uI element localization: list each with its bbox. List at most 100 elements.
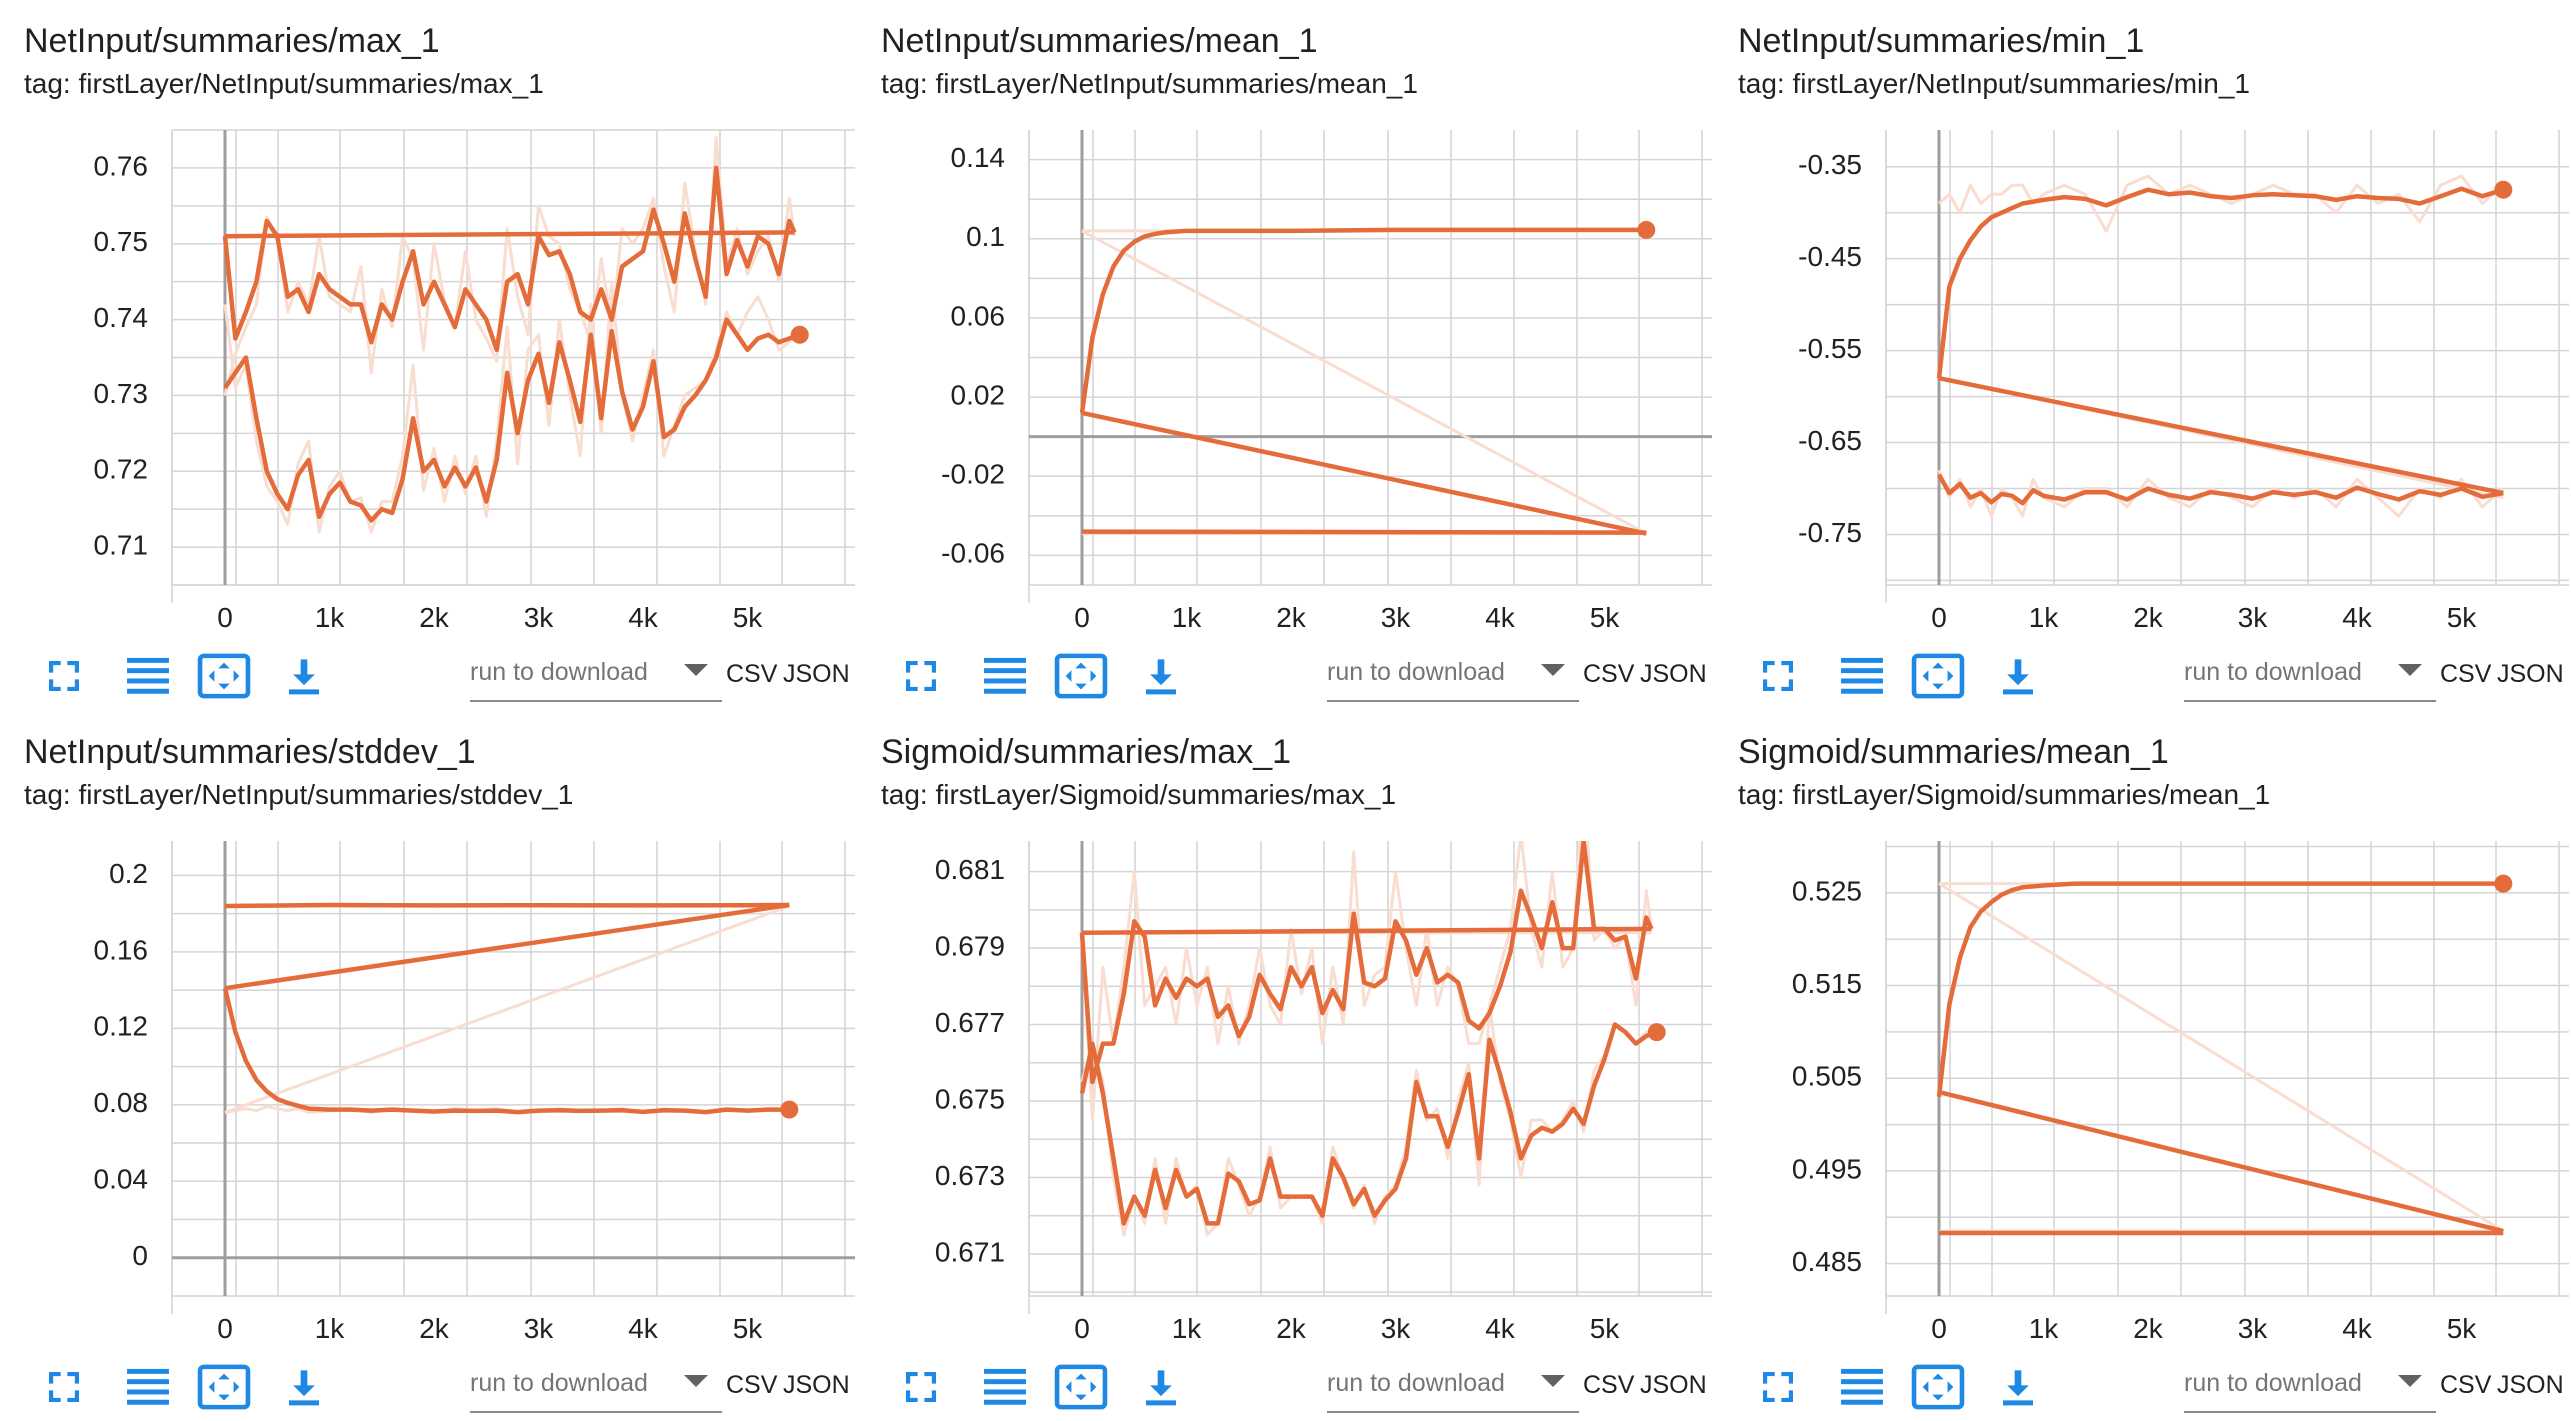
y-tick-label: -0.75: [1798, 517, 1862, 548]
card-toolbar: run to download CSV JSON: [857, 1351, 1714, 1421]
fit-domain-icon[interactable]: [1910, 1361, 1966, 1413]
line-chart[interactable]: 0.525 0.515 0.505 0.495 0.485 0 1k 2k 3k 4k 5k: [1714, 831, 2571, 1351]
fullscreen-icon[interactable]: [893, 1361, 949, 1413]
x-tick-label: 4k: [1485, 1313, 1516, 1344]
y-tick-label: 0.73: [94, 378, 149, 409]
line-chart[interactable]: 0.2 0.16 0.12 0.08 0.04 0 0 1k 2k 3k 4k 5k: [0, 831, 857, 1351]
download-json-link[interactable]: JSON: [1640, 660, 1707, 688]
card-tag: tag: firstLayer/Sigmoid/summaries/max_1: [881, 779, 1397, 810]
y-tick-label: 0.671: [935, 1236, 1005, 1267]
smoothed-series-line: [1938, 375, 2504, 496]
run-to-download-select[interactable]: run to download: [1327, 652, 1579, 702]
scalar-card: NetInput/summaries/max_1 tag: firstLayer…: [0, 0, 857, 710]
y-tick-label: 0.679: [935, 930, 1005, 961]
y-tick-label: 0.515: [1792, 968, 1862, 999]
download-csv-link[interactable]: CSV: [2440, 660, 2492, 688]
card-title: NetInput/summaries/mean_1: [881, 22, 1318, 60]
data-selection-icon[interactable]: [1834, 1361, 1890, 1413]
x-tick-label: 5k: [2447, 602, 2478, 633]
x-tick-label: 0: [1074, 1313, 1090, 1344]
x-tick-label: 1k: [1172, 1313, 1203, 1344]
fullscreen-icon[interactable]: [1750, 1361, 1806, 1413]
y-tick-label: 0.675: [935, 1083, 1005, 1114]
y-tick-label: 0.677: [935, 1007, 1005, 1038]
smoothed-series-line: [1938, 1089, 2504, 1234]
series-group: [222, 902, 790, 1115]
line-chart[interactable]: 0.14 0.1 0.06 0.02 -0.02 -0.06 0 1k 2k 3k 4k 5k: [857, 120, 1714, 640]
x-tick-label: 5k: [733, 1313, 764, 1344]
download-json-link[interactable]: JSON: [1640, 1371, 1707, 1399]
line-chart[interactable]: 0.681 0.679 0.677 0.675 0.673 0.671 0 1k 2k 3k 4k 5…: [857, 831, 1714, 1351]
data-selection-icon[interactable]: [977, 1361, 1033, 1413]
y-tick-label: 0.04: [94, 1164, 149, 1195]
download-icon[interactable]: [1990, 1361, 2046, 1413]
download-csv-link[interactable]: CSV: [726, 660, 778, 688]
download-icon[interactable]: [1133, 1361, 1189, 1413]
series-group: [1936, 881, 2505, 1236]
download-csv-link[interactable]: CSV: [1583, 1371, 1635, 1399]
smoothed-series-line: [1936, 186, 2504, 379]
download-icon[interactable]: [276, 650, 332, 702]
smoothed-series-line: [1081, 410, 1647, 536]
x-tick-label: 5k: [2447, 1313, 2478, 1344]
download-icon[interactable]: [276, 1361, 332, 1413]
data-selection-icon[interactable]: [1834, 650, 1890, 702]
smoothed-series-line: [1081, 529, 1647, 535]
y-tick-label: 0.525: [1792, 875, 1862, 906]
download-json-link[interactable]: JSON: [2497, 660, 2564, 688]
card-toolbar: run to download CSV JSON: [0, 640, 857, 710]
data-selection-icon[interactable]: [120, 650, 176, 702]
download-json-link[interactable]: JSON: [783, 660, 850, 688]
run-to-download-select[interactable]: run to download: [470, 1363, 722, 1413]
download-icon[interactable]: [1990, 650, 2046, 702]
data-selection-icon[interactable]: [120, 1361, 176, 1413]
fit-domain-icon[interactable]: [1053, 650, 1109, 702]
fit-domain-icon[interactable]: [1910, 650, 1966, 702]
smoothed-series-line: [1936, 881, 2504, 1098]
y-tick-label: -0.06: [941, 538, 1005, 569]
y-tick-label: -0.65: [1798, 425, 1862, 456]
run-to-download-select[interactable]: run to download: [1327, 1363, 1579, 1413]
last-point-marker: [1637, 220, 1656, 239]
last-point-marker: [2494, 180, 2513, 199]
line-chart[interactable]: -0.35 -0.45 -0.55 -0.65 -0.75 0 1k 2k 3k 4k 5k: [1714, 120, 2571, 640]
run-to-download-select[interactable]: run to download: [2184, 652, 2436, 702]
run-to-download-select[interactable]: run to download: [470, 652, 722, 702]
x-tick-label: 3k: [524, 1313, 555, 1344]
line-chart[interactable]: 0.76 0.75 0.74 0.73 0.72 0.71 0 1k 2k 3k 4k 5k: [0, 120, 857, 640]
y-tick-label: 0.08: [94, 1087, 149, 1118]
fit-domain-icon[interactable]: [1053, 1361, 1109, 1413]
fullscreen-icon[interactable]: [36, 1361, 92, 1413]
fit-domain-icon[interactable]: [196, 1361, 252, 1413]
x-tick-label: 3k: [1381, 1313, 1412, 1344]
raw-series-line: [224, 904, 790, 1114]
x-tick-label: 3k: [2238, 1313, 2269, 1344]
download-json-link[interactable]: JSON: [783, 1371, 850, 1399]
download-json-link[interactable]: JSON: [2497, 1371, 2564, 1399]
fullscreen-icon[interactable]: [1750, 650, 1806, 702]
run-to-download-select[interactable]: run to download: [2184, 1363, 2436, 1413]
y-tick-label: 0.673: [935, 1160, 1005, 1191]
fullscreen-icon[interactable]: [893, 650, 949, 702]
y-tick-label: 0.12: [94, 1011, 149, 1042]
download-csv-link[interactable]: CSV: [1583, 660, 1635, 688]
smoothed-series-line: [222, 987, 790, 1115]
last-point-marker: [780, 1100, 799, 1119]
card-tag: tag: firstLayer/Sigmoid/summaries/mean_1: [1738, 779, 2271, 810]
y-tick-label: 0.76: [94, 150, 149, 181]
fullscreen-icon[interactable]: [36, 650, 92, 702]
x-tick-label: 5k: [1590, 1313, 1621, 1344]
download-csv-link[interactable]: CSV: [726, 1371, 778, 1399]
x-tick-label: 1k: [315, 1313, 346, 1344]
data-selection-icon[interactable]: [977, 650, 1033, 702]
chevron-down-icon: [2398, 1375, 2422, 1387]
chart-svg: 0.76 0.75 0.74 0.73 0.72 0.71 0 1k 2k 3k 4k 5k: [94, 129, 855, 633]
download-csv-link[interactable]: CSV: [2440, 1371, 2492, 1399]
chevron-down-icon: [2398, 664, 2422, 676]
x-tick-label: 0: [1074, 602, 1090, 633]
x-tick-label: 2k: [419, 1313, 450, 1344]
download-icon[interactable]: [1133, 650, 1189, 702]
scalar-card: NetInput/summaries/mean_1 tag: firstLaye…: [857, 0, 1714, 710]
fit-domain-icon[interactable]: [196, 650, 252, 702]
smoothed-series-line: [1079, 1022, 1658, 1226]
